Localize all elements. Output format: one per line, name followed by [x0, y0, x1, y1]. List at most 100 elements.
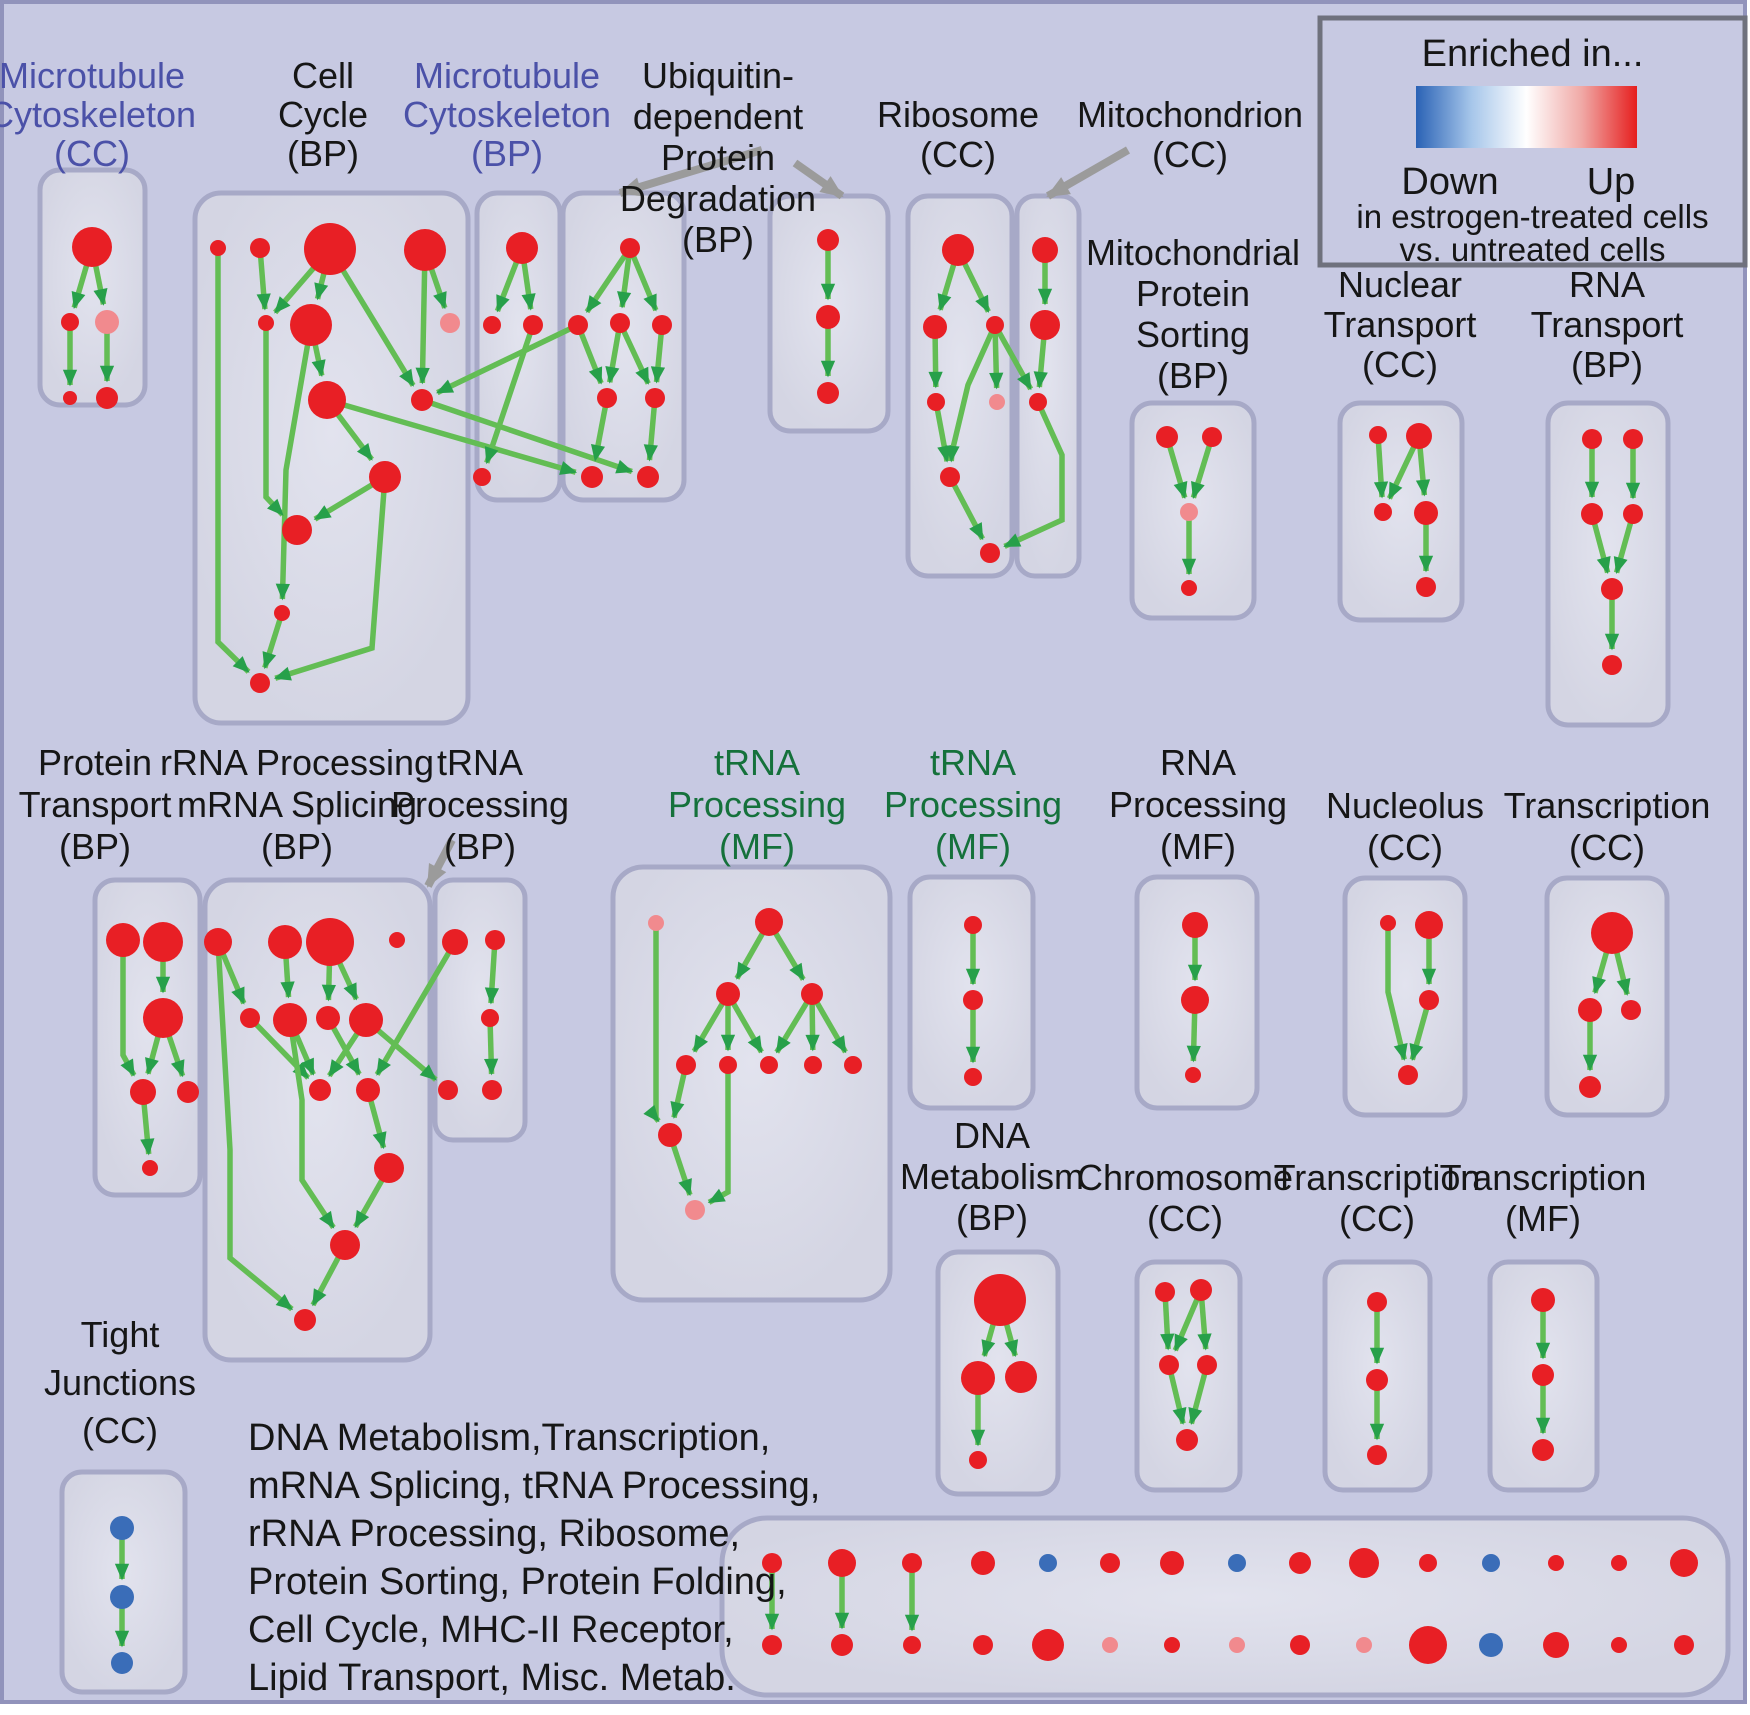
label-mito-sorting-line-2: Sorting	[1136, 314, 1250, 355]
node-nl1	[1380, 915, 1396, 931]
edge-s2-s3	[1190, 443, 1213, 500]
label-cell-cycle-line-2: (BP)	[287, 133, 359, 174]
edge-w11-w12	[353, 1177, 385, 1229]
label-rna-transport-line-0: RNA	[1569, 264, 1645, 305]
node-ch4	[1197, 1355, 1217, 1375]
edge-cc_a-cc_m	[215, 254, 251, 674]
node-tc2	[1578, 998, 1602, 1022]
node-r3	[986, 316, 1004, 334]
legend-gradient-bar	[1416, 86, 1637, 148]
node-x5	[676, 1055, 696, 1075]
node-cc_j	[369, 461, 401, 493]
node-n2	[483, 316, 501, 334]
edge-p3-p4	[145, 1034, 161, 1076]
label-rrna-mrna-line-0: rRNA Processing	[160, 742, 434, 783]
label-mt-bp-line-0: Microtubule	[414, 55, 600, 96]
node-m13t	[1548, 1555, 1564, 1571]
label-ubiquitin-line-0: Ubiquitin-	[642, 55, 794, 96]
node-u5	[597, 388, 617, 408]
edge-t2-t3	[1386, 444, 1417, 500]
label-mt-cc-line-1: Cytoskeleton	[0, 94, 196, 135]
label-trna-mf-2-line-2: (MF)	[935, 826, 1011, 867]
label-protein-transport-line-1: Transport	[19, 784, 172, 825]
node-m1b	[762, 1635, 782, 1655]
node-n4	[473, 468, 491, 486]
edge-cc_f-cc_l	[275, 343, 311, 601]
edge-p3-p5	[166, 1034, 186, 1078]
node-m2b	[831, 1634, 853, 1656]
node-w4	[389, 932, 405, 948]
label-ubiquitin-line-2: Protein	[661, 137, 775, 178]
node-s2	[1202, 427, 1222, 447]
node-q5	[1601, 578, 1623, 600]
edge-w8-tb3	[375, 1027, 438, 1082]
footnote-line-0: DNA Metabolism,Transcription,	[248, 1417, 770, 1459]
edge-ch4-ch5	[1188, 1372, 1208, 1425]
node-p6	[142, 1160, 158, 1176]
edge-x4-x7	[774, 1000, 810, 1054]
trna-bp-box	[432, 877, 528, 1143]
edge-ch2-ch3	[1172, 1297, 1200, 1352]
node-tc1	[1591, 912, 1633, 954]
label-cell-cycle-line-0: Cell	[292, 55, 354, 96]
node-m12t	[1482, 1554, 1500, 1572]
label-transcription-cc-1-line-0: Transcription	[1504, 785, 1711, 826]
edge-ch1-ch3	[1160, 1299, 1175, 1351]
edge-dm1-dm3	[1003, 1322, 1019, 1358]
node-x10	[658, 1123, 682, 1147]
node-w1	[204, 928, 232, 956]
edge-q3-q5	[1591, 521, 1611, 574]
annotation-arrow-ubiq-to-net	[618, 146, 764, 197]
edge-u4-u6	[650, 332, 666, 384]
node-q2	[1623, 429, 1643, 449]
node-r2	[923, 315, 947, 339]
node-nl3	[1419, 990, 1439, 1010]
edge-x4-x8	[805, 1002, 820, 1052]
label-trna-mf-1-line-1: Processing	[668, 784, 846, 825]
node-fm1	[1531, 1288, 1555, 1312]
node-m5b	[1032, 1629, 1064, 1661]
node-v1	[817, 229, 839, 251]
node-k3	[95, 310, 119, 334]
node-q3	[1581, 503, 1603, 525]
node-m15t	[1670, 1549, 1698, 1577]
edge-w1-w5	[220, 951, 247, 1005]
chromosome-box	[1134, 1259, 1243, 1493]
label-rna-proc-mf-line-0: RNA	[1160, 742, 1236, 783]
node-tc3	[1621, 1000, 1641, 1020]
node-q6	[1602, 655, 1622, 675]
node-m15b	[1674, 1635, 1694, 1655]
edge-tb5-tb4	[484, 1024, 499, 1076]
node-o1	[1032, 237, 1058, 263]
node-s4	[1181, 580, 1197, 596]
edge-ch3-ch5	[1168, 1372, 1187, 1425]
node-r1	[942, 234, 974, 266]
node-t3	[1374, 503, 1392, 521]
node-cc_m	[250, 673, 270, 693]
node-cc_l	[274, 605, 290, 621]
label-mitochondrion-line-0: Mitochondrion	[1077, 94, 1303, 135]
node-v2	[816, 305, 840, 329]
node-cc_f	[290, 304, 332, 346]
label-transcription-cc-1: Transcription(CC)	[1504, 785, 1711, 868]
edge-u1-u4	[630, 254, 659, 312]
node-w3	[306, 918, 354, 966]
node-m11t	[1419, 1554, 1437, 1572]
misc-box	[719, 1515, 1731, 1698]
node-cc_i	[411, 389, 433, 411]
node-ch1	[1155, 1282, 1175, 1302]
node-m10b	[1356, 1637, 1372, 1653]
edge-r3-r5	[989, 331, 1004, 390]
edge-t2-t4	[1415, 446, 1431, 497]
edge-t1-t3	[1373, 441, 1389, 499]
edge-tc1-tc2	[1592, 950, 1610, 995]
edge-x10-x11	[670, 1143, 693, 1197]
node-r4	[927, 393, 945, 411]
node-u2	[568, 315, 588, 335]
node-w12	[330, 1230, 360, 1260]
